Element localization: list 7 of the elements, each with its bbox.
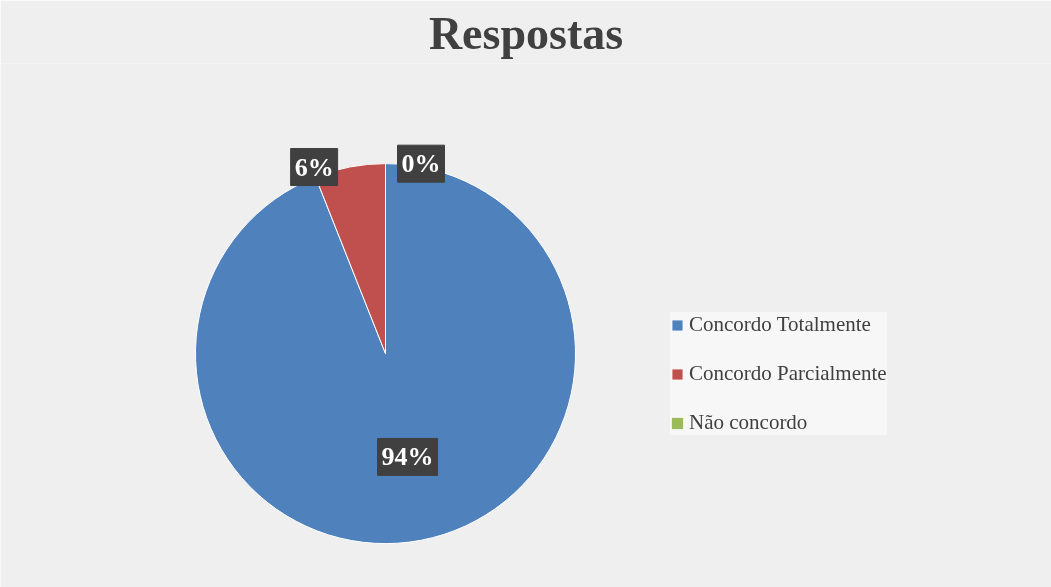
text: 0% [401, 149, 441, 179]
chart-title: Respostas [428, 7, 624, 59]
legend-label: Concordo Parcialmente [689, 361, 887, 386]
legend-label: Não concordo [689, 410, 808, 435]
data-label: 94% [381, 442, 434, 472]
data-label: 6% [294, 152, 334, 182]
legend-label: Concordo Totalmente [689, 312, 871, 337]
